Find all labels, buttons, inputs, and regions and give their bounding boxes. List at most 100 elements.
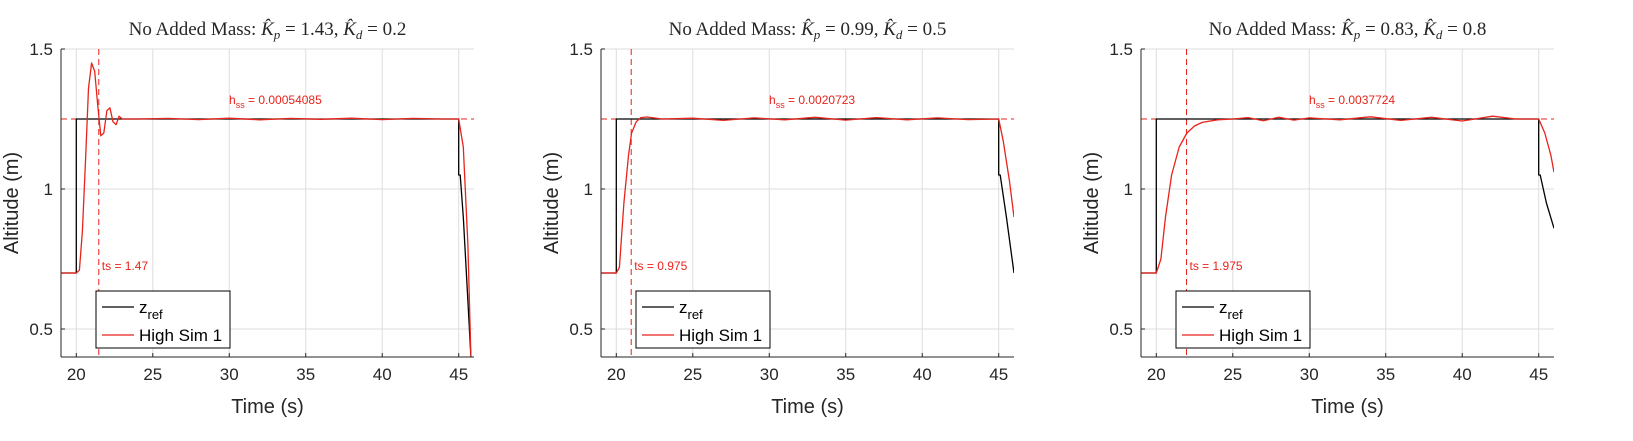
title-kd-eq: = xyxy=(362,19,382,40)
title-prefix: No Added Mass: xyxy=(1209,19,1341,40)
legend-zref-sub: ref xyxy=(688,307,704,322)
title-kp-value: 0.99 xyxy=(840,19,873,40)
title-kp-symbol: K̂ xyxy=(1340,19,1355,40)
series-line-zref xyxy=(601,118,1014,274)
title-kd-value: 0.2 xyxy=(383,19,407,40)
steady-state-label-sub: ss xyxy=(1316,100,1326,110)
series-line-zref xyxy=(1141,118,1554,274)
legend-label-zref: zref xyxy=(679,298,703,322)
y-tick-label: 0.5 xyxy=(29,320,53,339)
steady-state-label-main: h xyxy=(769,93,776,107)
x-tick-label: 25 xyxy=(143,365,162,384)
title-kp-sub: p xyxy=(813,27,821,42)
x-tick-label: 45 xyxy=(1529,365,1548,384)
legend-label-high-sim-1: High Sim 1 xyxy=(139,326,222,345)
title-sep: , xyxy=(334,19,344,40)
title-kd-symbol: K̂ xyxy=(342,19,357,40)
y-axis-label: Altitude (m) xyxy=(1,152,23,254)
y-tick-label: 1.5 xyxy=(1109,40,1133,59)
data-layer xyxy=(601,49,1014,357)
y-tick-label: 1 xyxy=(1124,180,1133,199)
steady-state-annotation: hss = 0.0037724 xyxy=(1309,93,1395,110)
steady-state-label-main: h xyxy=(229,93,236,107)
title-prefix: No Added Mass: xyxy=(669,19,801,40)
settling-time-annotation: ts = 1.975 xyxy=(1190,259,1243,273)
legend-box xyxy=(95,290,231,349)
legend-label-high-sim-1: High Sim 1 xyxy=(1219,326,1302,345)
legend-zref-main: z xyxy=(139,298,148,317)
steady-state-label-value: = 0.00054085 xyxy=(245,93,322,107)
title-kp-sub: p xyxy=(273,27,281,42)
y-tick-label: 1 xyxy=(44,180,53,199)
steady-state-label-sub: ss xyxy=(236,100,246,110)
steady-state-annotation: hss = 0.0020723 xyxy=(769,93,855,110)
title-kd-eq: = xyxy=(902,19,922,40)
x-tick-label: 30 xyxy=(760,365,779,384)
x-axis-label: Time (s) xyxy=(1311,396,1384,418)
title-sep: , xyxy=(874,19,884,40)
x-tick-label: 25 xyxy=(683,365,702,384)
y-tick-label: 1.5 xyxy=(569,40,593,59)
title-kp-symbol: K̂ xyxy=(800,19,815,40)
legend-zref-sub: ref xyxy=(1228,307,1244,322)
x-tick-label: 45 xyxy=(449,365,468,384)
chart-panel-3: 20 25 30 35 40 45 0.5 1 1.5 Time (s) Altitude (m) N… xyxy=(1081,19,1554,418)
x-tick-label: 40 xyxy=(373,365,392,384)
title-kp-eq: = xyxy=(820,19,840,40)
y-tick-label: 0.5 xyxy=(1109,320,1133,339)
title-kd-eq: = xyxy=(1442,19,1462,40)
legend-label-zref: zref xyxy=(1219,298,1243,322)
legend-zref-main: z xyxy=(679,298,688,317)
title-prefix: No Added Mass: xyxy=(129,19,261,40)
x-axis-label: Time (s) xyxy=(231,396,304,418)
data-layer xyxy=(1141,49,1554,357)
y-tick-label: 1 xyxy=(584,180,593,199)
title-kp-sub: p xyxy=(1353,27,1361,42)
chart-panel-2: 20 25 30 35 40 45 0.5 1 1.5 Time (s) Altitude (m) N… xyxy=(541,19,1014,418)
x-tick-label: 45 xyxy=(989,365,1008,384)
steady-state-annotation: hss = 0.00054085 xyxy=(229,93,322,110)
legend: zref High Sim 1 xyxy=(1175,290,1311,349)
steady-state-label-value: = 0.0020723 xyxy=(785,93,856,107)
x-tick-label: 35 xyxy=(296,365,315,384)
legend: zref High Sim 1 xyxy=(95,290,231,349)
chart-panel-1: 20 25 30 35 40 45 0.5 1 1.5 Time (s) Altitude (m) N… xyxy=(1,19,474,418)
title-kd-value: 0.8 xyxy=(1463,19,1487,40)
title-sep: , xyxy=(1414,19,1424,40)
y-axis-label: Altitude (m) xyxy=(1081,152,1103,254)
title-kd-sub: d xyxy=(356,27,363,42)
title-kd-sub: d xyxy=(1436,27,1443,42)
title-kd-symbol: K̂ xyxy=(882,19,897,40)
steady-state-label-main: h xyxy=(1309,93,1316,107)
legend-box xyxy=(1175,290,1311,349)
series-line-high-sim-1 xyxy=(601,116,1014,274)
series-line-high-sim-1 xyxy=(61,62,472,357)
legend-label-high-sim-1: High Sim 1 xyxy=(679,326,762,345)
x-tick-label: 40 xyxy=(1453,365,1472,384)
legend-zref-main: z xyxy=(1219,298,1228,317)
x-tick-label: 20 xyxy=(67,365,86,384)
chart-title: No Added Mass: K̂p = 0.83, K̂d = 0.8 xyxy=(1209,19,1487,42)
x-tick-label: 35 xyxy=(836,365,855,384)
x-tick-label: 35 xyxy=(1376,365,1395,384)
title-kp-value: 1.43 xyxy=(300,19,333,40)
steady-state-label-value: = 0.0037724 xyxy=(1325,93,1396,107)
chart-title: No Added Mass: K̂p = 1.43, K̂d = 0.2 xyxy=(129,19,407,42)
x-axis-label: Time (s) xyxy=(771,396,844,418)
y-tick-label: 1.5 xyxy=(29,40,53,59)
title-kd-sub: d xyxy=(896,27,903,42)
legend: zref High Sim 1 xyxy=(635,290,771,349)
data-layer xyxy=(61,49,474,357)
steady-state-label-sub: ss xyxy=(776,100,786,110)
x-tick-label: 25 xyxy=(1223,365,1242,384)
chart-title: No Added Mass: K̂p = 0.99, K̂d = 0.5 xyxy=(669,19,947,42)
x-tick-label: 30 xyxy=(220,365,239,384)
title-kp-symbol: K̂ xyxy=(260,19,275,40)
title-kp-value: 0.83 xyxy=(1380,19,1413,40)
settling-time-annotation: ts = 0.975 xyxy=(634,259,687,273)
legend-label-zref: zref xyxy=(139,298,163,322)
series-line-high-sim-1 xyxy=(1141,115,1554,274)
y-axis-label: Altitude (m) xyxy=(541,152,563,254)
legend-zref-sub: ref xyxy=(148,307,164,322)
